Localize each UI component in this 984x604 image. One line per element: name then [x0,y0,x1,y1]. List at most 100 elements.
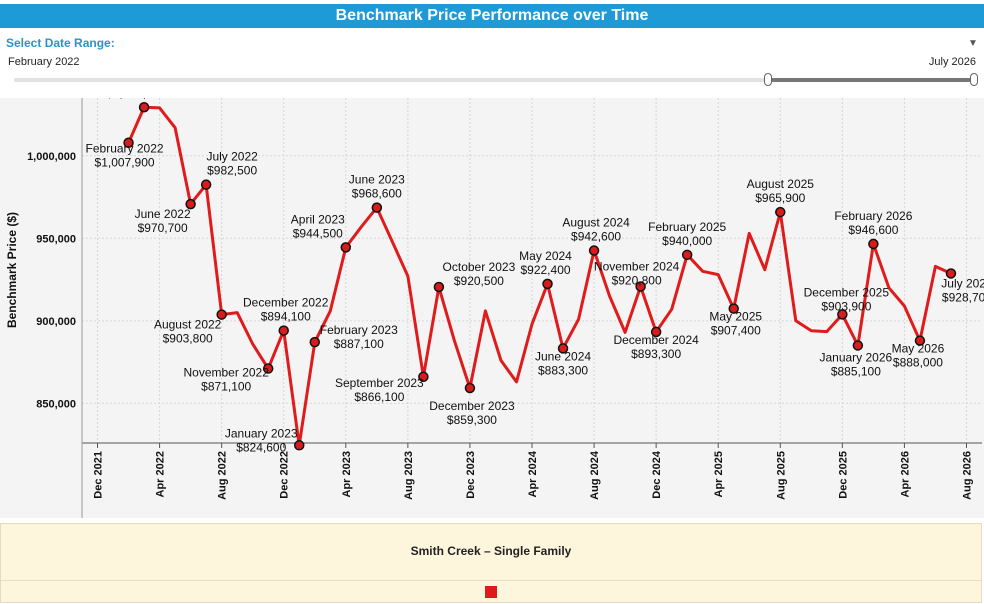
chart-background [0,98,984,518]
data-label-value: $888,000 [893,356,943,370]
data-point[interactable] [728,303,739,314]
data-point[interactable] [216,309,227,320]
data-label-value: $894,100 [261,310,311,324]
data-point-markers [123,101,957,451]
legend-title: Smith Creek – Single Family [410,544,572,558]
data-point[interactable] [371,202,383,213]
data-label-date: December 2024 [613,333,699,347]
data-point[interactable] [340,242,352,253]
data-label-value: $982,500 [207,164,257,178]
data-label-date: February 2026 [834,209,912,223]
range-start-label: February 2022 [8,56,80,68]
data-label-date: July 2026 [941,276,984,290]
data-point[interactable] [914,335,926,346]
collapse-caret-icon[interactable]: ▼ [968,38,978,49]
slider-end-handle[interactable] [970,73,978,86]
data-point[interactable] [309,336,321,348]
y-tick-label: 900,000 [36,316,76,328]
data-point[interactable] [945,268,957,279]
data-label-date: August 2025 [747,177,815,191]
data-point[interactable] [262,363,274,374]
data-point[interactable] [185,198,196,210]
x-tick-label: Apr 2022 [155,451,167,497]
data-label-value: $883,300 [538,363,588,377]
data-label-value: $887,100 [334,337,384,351]
data-point[interactable] [200,179,212,190]
data-label-date: February 2022 [86,142,164,156]
data-label-date: December 2022 [243,296,329,310]
x-tick-label: Dec 2021 [93,451,105,499]
data-point[interactable] [852,340,864,351]
legend-divider [1,580,981,581]
data-point[interactable] [681,249,693,261]
data-point[interactable] [557,343,569,354]
data-point[interactable] [418,371,429,383]
gridlines [82,98,982,448]
date-range-slider-selection[interactable] [768,78,974,82]
x-tick-label: Dec 2023 [465,451,477,499]
data-label-value: $903,900 [821,299,871,313]
data-label-value: $903,800 [163,332,213,346]
x-tick-label: Apr 2026 [899,451,911,497]
legend-swatch[interactable] [485,586,497,598]
slider-start-handle[interactable] [764,73,772,86]
data-point[interactable] [837,309,848,320]
x-tick-label: Dec 2024 [651,450,663,499]
data-label-value: $920,800 [612,274,662,288]
data-point[interactable] [278,325,289,336]
data-labels: February 2022$1,007,900March 2022$1,029,… [86,72,984,454]
data-label-date: October 2023 [443,260,516,274]
data-label-value: $965,900 [755,191,805,205]
data-label-value: $946,600 [848,223,898,237]
data-label-date: January 2023 [225,426,298,440]
data-label-date: April 2023 [291,212,345,226]
x-tick-label: Apr 2023 [341,451,353,497]
data-point[interactable] [775,206,786,218]
x-tick-label: Aug 2025 [775,451,787,500]
data-label-value: $928,700 [942,290,984,304]
data-label-value: $920,500 [454,274,504,288]
x-tick-labels: Dec 2021 Apr 2022 Aug 2022 Dec 2022 Apr 2023… [93,450,974,500]
x-tick-label: Aug 2023 [403,451,415,500]
data-label-date: January 2026 [819,350,892,364]
data-label-date: May 2026 [892,342,945,356]
data-label-date: August 2022 [154,318,222,332]
data-label-value: $1,029,400 [106,98,166,100]
data-point[interactable] [650,326,662,338]
x-tick-label: Dec 2025 [837,451,849,499]
y-tick-labels: 850,000 900,000 950,000 1,000,000 [27,151,76,411]
data-point[interactable] [464,382,476,394]
data-point[interactable] [293,440,305,451]
data-label-date: May 2024 [519,249,572,263]
data-point[interactable] [635,281,646,292]
data-point[interactable] [588,245,600,256]
y-tick-label: 850,000 [36,398,76,410]
data-point[interactable] [542,278,553,290]
data-point[interactable] [138,101,150,113]
data-label-date: December 2025 [804,285,890,299]
data-label-value: $940,000 [662,234,712,248]
data-label-date: November 2024 [594,260,680,274]
data-label-date: June 2023 [349,173,405,187]
data-point[interactable] [868,238,879,250]
legend-panel: Smith Creek – Single Family [0,523,982,603]
x-tick-label: Dec 2022 [279,451,291,499]
data-label-value: $859,300 [447,413,497,427]
data-point[interactable] [433,281,445,293]
data-label-value: $968,600 [352,187,402,201]
data-point[interactable] [123,137,134,148]
data-label-value: $885,100 [831,364,881,378]
data-label-value: $944,500 [293,226,343,240]
data-label-value: $1,007,900 [95,156,155,170]
y-axis-title: Benchmark Price ($) [5,212,19,328]
y-tick-label: 950,000 [36,233,76,245]
data-label-date: June 2024 [535,349,591,363]
date-range-slider-track[interactable] [14,78,974,82]
x-tick-label: Aug 2026 [961,451,973,500]
data-label-date: August 2024 [562,216,630,230]
data-label-value: $866,100 [354,390,404,404]
range-end-label: July 2026 [928,56,976,68]
x-tick-label: Apr 2024 [527,450,539,497]
data-label-value: $942,600 [571,230,621,244]
x-tick-label: Aug 2024 [589,450,601,500]
